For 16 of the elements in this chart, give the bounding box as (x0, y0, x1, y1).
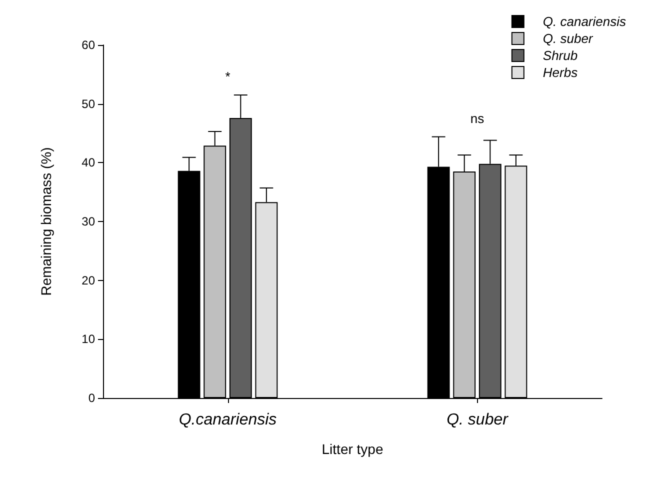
legend-label: Herbs (542, 65, 578, 80)
y-tick-label: 40 (82, 156, 96, 170)
y-tick-label: 60 (82, 38, 96, 52)
x-axis-title: Litter type (322, 441, 384, 457)
annotation: ns (470, 110, 485, 126)
y-tick-label: 30 (82, 214, 96, 228)
y-axis-title: Remaining biomass (%) (38, 147, 54, 296)
x-tick-label: Q.canariensis (178, 412, 277, 428)
legend-label: Q. suber (542, 31, 594, 46)
y-tick-label: 20 (82, 273, 96, 288)
annotation: * (225, 69, 230, 84)
legend-label: Shrub (542, 48, 578, 63)
y-tick-label: 10 (82, 332, 96, 346)
legend-label: Q. canariensis (542, 14, 626, 29)
y-tick-label: 50 (82, 96, 96, 111)
y-tick-label: 0 (88, 391, 96, 405)
